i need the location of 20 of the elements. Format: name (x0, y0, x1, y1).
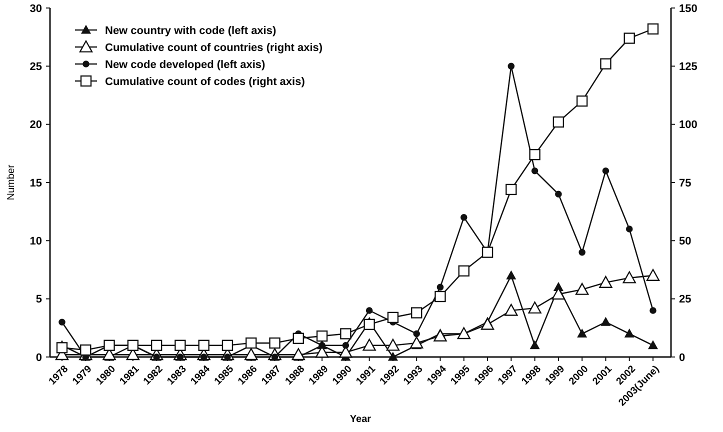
y-tick-label: 15 (30, 177, 42, 190)
y2-tick-label: 150 (679, 2, 698, 15)
y-tick-label: 25 (30, 61, 42, 74)
y2-tick-label: 75 (679, 177, 692, 190)
y-tick-label: 30 (30, 2, 42, 15)
y2-tick-label: 0 (679, 352, 686, 364)
y-tick-label: 20 (30, 119, 42, 132)
y-axis-title: Number (6, 164, 17, 200)
legend-label: New code developed (left axis) (105, 58, 266, 71)
y-tick-label: 5 (36, 294, 42, 306)
y-tick-label: 10 (30, 236, 42, 248)
y2-tick-label: 100 (679, 119, 698, 132)
x-axis-title: Year (350, 414, 372, 425)
y2-tick-label: 125 (679, 61, 698, 74)
legend-label: Cumulative count of countries (right axis) (105, 42, 323, 54)
y-tick-label: 0 (36, 352, 42, 364)
y2-tick-label: 25 (679, 294, 692, 306)
legend-label: New country with code (left axis) (105, 24, 276, 37)
legend-label: Cumulative count of codes (right axis) (105, 76, 306, 88)
y2-tick-label: 50 (679, 236, 692, 248)
